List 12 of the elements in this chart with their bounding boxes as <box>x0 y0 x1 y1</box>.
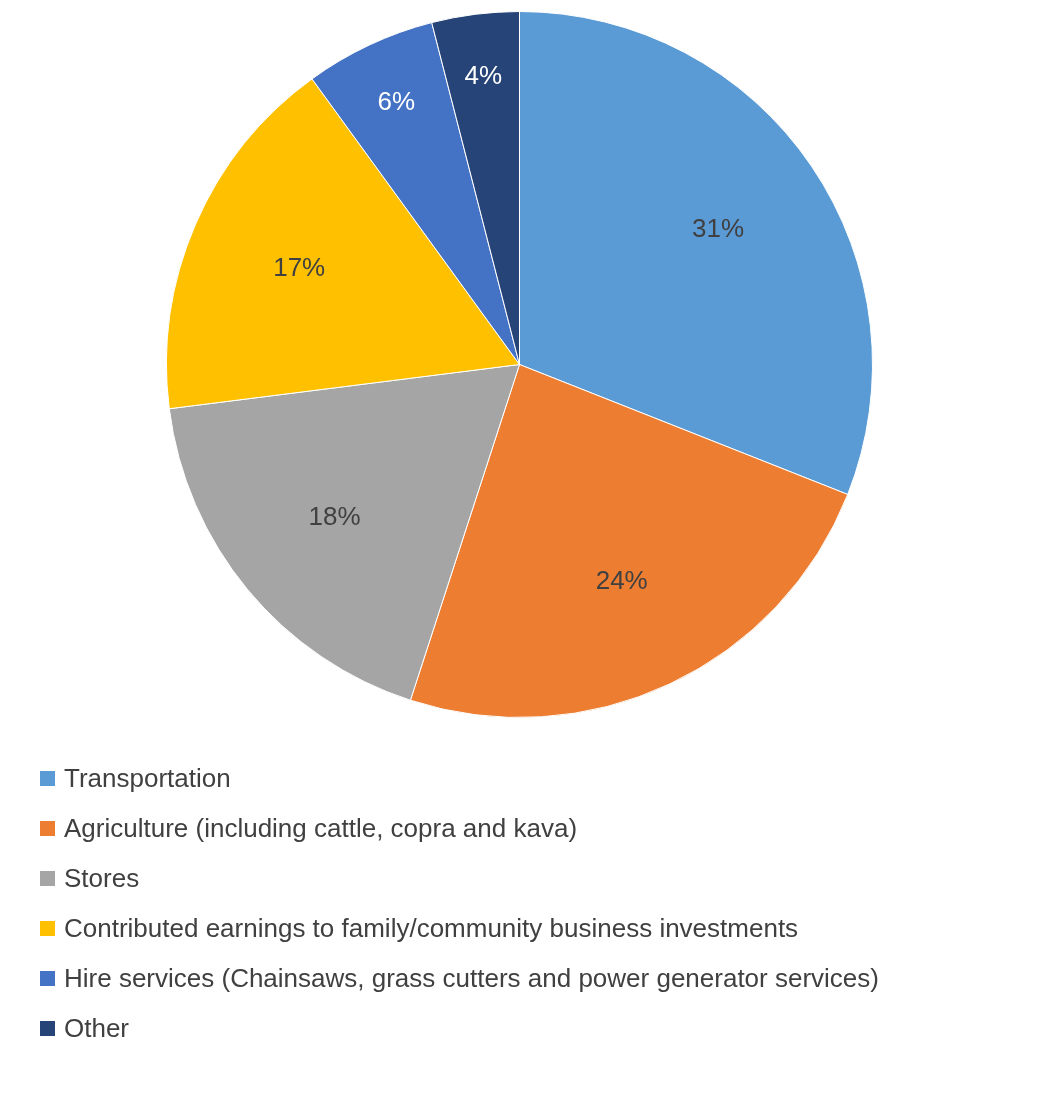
data-label: 24% <box>595 564 648 595</box>
legend-label: Stores <box>64 862 140 894</box>
legend-label: Agriculture (including cattle, copra and kava) <box>64 812 578 844</box>
data-label: 6% <box>377 85 416 116</box>
data-label: 17% <box>273 252 326 283</box>
legend-label: Contributed earnings to family/community business investments <box>64 912 799 944</box>
data-label: 18% <box>308 500 361 531</box>
legend-label: Transportation <box>64 762 231 794</box>
data-label: 31% <box>692 212 745 243</box>
legend-label: Other <box>64 1012 130 1044</box>
legend-label: Hire services (Chainsaws, grass cutters and power generator services) <box>64 962 879 994</box>
data-label: 4% <box>464 60 503 91</box>
